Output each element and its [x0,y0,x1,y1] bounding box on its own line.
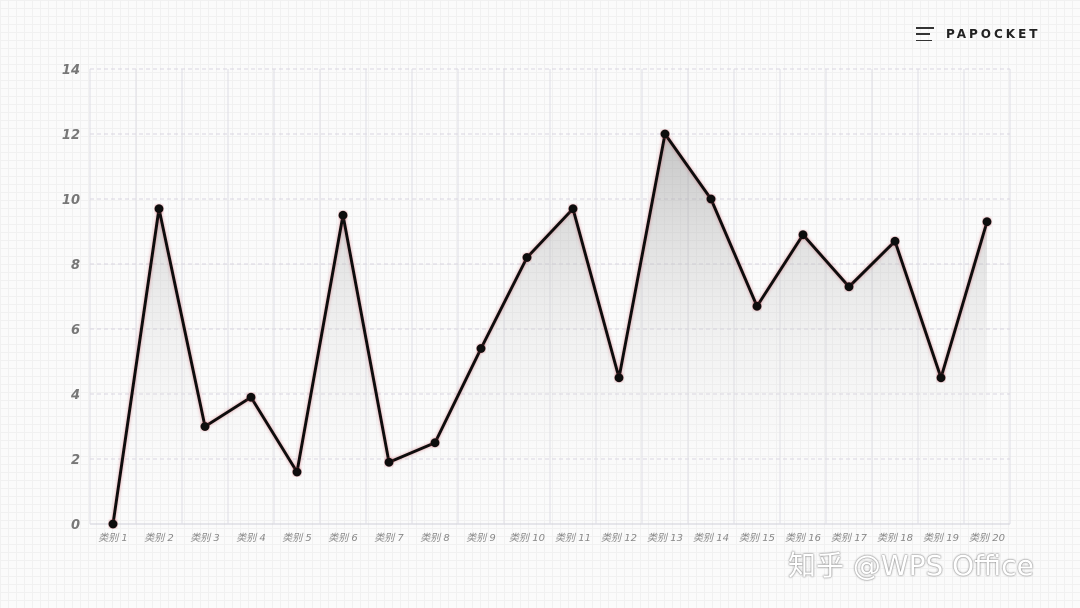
data-point [614,373,624,383]
data-point [430,438,440,448]
data-point [292,467,302,477]
x-tick-label: 类别 12 [601,532,637,544]
y-tick-label: 4 [70,388,80,403]
data-point [568,204,578,214]
y-tick-label: 8 [71,258,80,273]
x-tick-label: 类别 20 [969,532,1005,544]
x-tick-label: 类别 5 [282,532,312,544]
y-tick-label: 2 [71,453,80,468]
x-tick-label: 类别 6 [328,532,358,544]
data-point [890,236,900,246]
data-point [798,230,808,240]
x-tick-label: 类别 7 [374,532,404,544]
x-tick-label: 类别 1 [98,532,128,544]
x-tick-label: 类别 17 [831,532,868,544]
x-tick-label: 类别 15 [739,532,775,544]
data-point [200,422,210,431]
data-point [660,129,670,139]
data-point [706,194,716,204]
y-tick-label: 10 [62,193,80,208]
series-line [111,132,989,525]
x-tick-label: 类别 16 [785,532,821,544]
brand-logo: PAPOCKET [916,27,1040,41]
x-tick-label: 类别 19 [923,532,959,544]
x-tick-label: 类别 2 [144,532,174,544]
data-point [476,344,486,353]
x-tick-label: 类别 11 [555,532,591,544]
y-tick-label: 0 [71,518,80,533]
data-point [246,392,256,402]
data-point [936,373,946,383]
x-tick-label: 类别 13 [647,532,683,544]
data-point [154,204,164,214]
data-point [752,301,762,311]
x-tick-label: 类别 4 [236,532,266,544]
data-point [384,457,394,467]
watermark: 知乎 @WPS Office [788,549,1034,582]
data-point [338,210,348,220]
x-tick-label: 类别 9 [466,532,496,544]
data-point [108,519,118,529]
y-tick-label: 12 [62,128,80,143]
brand-name: PAPOCKET [946,27,1041,41]
data-point [522,253,532,262]
area-fill [113,134,987,524]
x-tick-label: 类别 18 [877,532,913,544]
x-tick-label: 类别 14 [693,532,729,544]
x-tick-label: 类别 8 [420,532,450,544]
data-point [844,282,854,292]
y-tick-label: 14 [62,63,80,78]
x-tick-label: 类别 10 [509,532,545,544]
x-tick-label: 类别 3 [190,532,220,544]
y-tick-label: 6 [71,323,80,338]
data-point [982,217,992,227]
menu-icon[interactable] [916,27,934,41]
